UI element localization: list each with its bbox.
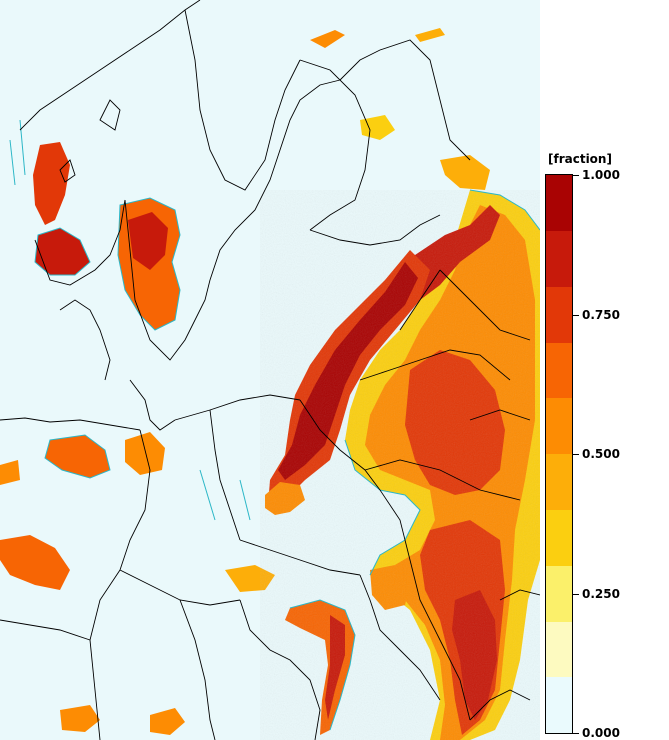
legend-swatch — [546, 565, 572, 622]
west-patch-4 — [0, 535, 70, 590]
legend-tick-label: 0.250 — [582, 586, 620, 601]
west-patch-2 — [125, 432, 165, 475]
legend-tick-label: 1.000 — [582, 168, 620, 182]
north-streak-4 — [360, 115, 395, 140]
legend-swatch — [546, 621, 572, 678]
contour-lines — [9, 119, 540, 731]
color-legend: [fraction] 1.000 0.750 0.500 0.250 0.000 — [545, 150, 669, 740]
boundaries — [0, 0, 540, 740]
west-patch-7 — [150, 708, 185, 735]
legend-swatch — [546, 175, 572, 231]
legend-title: [fraction] — [548, 152, 612, 166]
north-streak-2 — [415, 28, 445, 42]
sweden-patch-core — [128, 212, 168, 270]
legend-swatch — [546, 342, 572, 399]
legend-tick-mark — [573, 175, 579, 176]
north-streak-1 — [310, 30, 345, 48]
fraction-map — [0, 0, 540, 740]
legend-swatch — [546, 230, 572, 287]
legend-tick-mark — [573, 314, 579, 316]
legend-colorbar — [545, 174, 573, 734]
norway-patch-south — [35, 228, 90, 275]
legend-swatch — [546, 509, 572, 566]
legend-tick-mark — [573, 733, 579, 734]
legend-swatch — [546, 398, 572, 455]
legend-tick-mark — [573, 454, 579, 455]
legend-tick-label: 0.750 — [582, 307, 620, 322]
norway-patch — [33, 142, 70, 225]
legend-swatch — [546, 677, 572, 734]
map-canvas — [0, 0, 540, 740]
north-streak-3 — [440, 155, 490, 190]
legend-tick-mark — [573, 593, 579, 595]
field-texture — [260, 190, 540, 740]
legend-swatch — [546, 286, 572, 343]
legend-tick-label: 0.000 — [582, 726, 620, 740]
west-patch-3 — [0, 460, 20, 485]
legend-tick-label: 0.500 — [582, 447, 620, 461]
west-patch-6 — [60, 705, 100, 732]
west-patch-1 — [45, 435, 110, 478]
legend-swatch — [546, 454, 572, 510]
